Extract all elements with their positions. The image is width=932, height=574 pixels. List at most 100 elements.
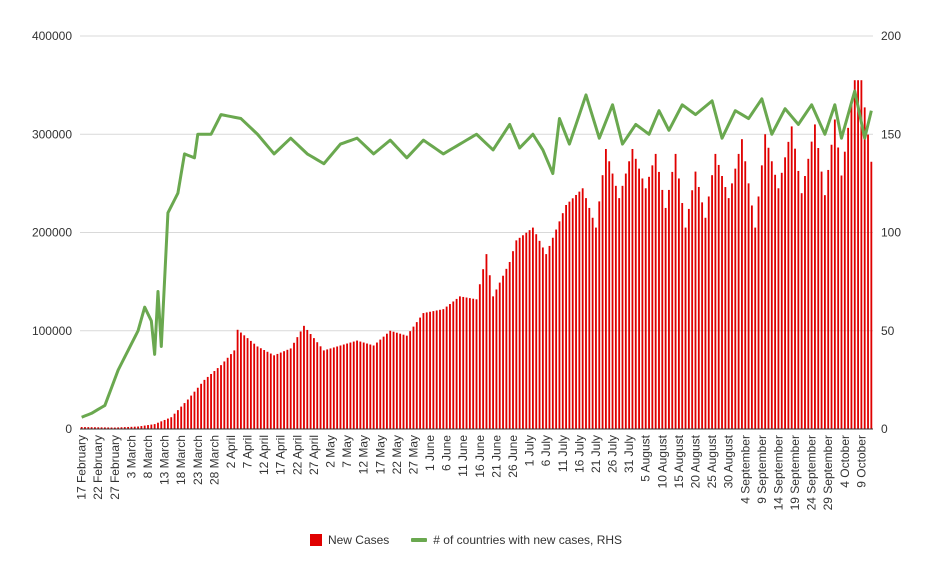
new-cases-bar [558,221,561,429]
new-cases-bar [482,269,485,429]
new-cases-bar [691,190,694,429]
axes: 0 100000 200000 300000 400000 0 50 100 150 200 17 … [32,29,901,510]
new-cases-bar [342,344,345,429]
new-cases-bar [608,161,611,430]
legend-label-countries: # of countries with new cases, RHS [433,533,623,547]
new-cases-bar [870,161,873,429]
legend: New Cases # of countries with new cases,… [0,530,932,550]
new-cases-bar [120,427,123,429]
new-cases-bar [714,153,717,429]
new-cases-bar [588,207,591,429]
new-cases-bar [100,427,103,429]
new-cases-bar [352,341,355,429]
x-tick-label: 6 June [440,435,454,471]
new-cases-bar [770,161,773,430]
new-cases-bar [346,343,349,429]
new-cases-bar [628,161,631,430]
new-cases-bar [512,251,514,429]
new-cases-bar [651,165,654,430]
new-cases-bar [541,247,544,429]
new-cases-bar [744,161,747,430]
new-cases-bar [518,237,521,429]
new-cases-bar [246,338,249,429]
x-tick-label: 22 April [290,435,304,475]
x-tick-label: 30 August [722,434,736,488]
new-cases-bar [747,183,750,429]
new-cases-bar [376,342,378,429]
new-cases-bar [123,427,126,429]
new-cases-bar [362,342,365,429]
new-cases-bar [402,334,405,429]
new-cases-bar [784,157,786,429]
new-cases-bar [399,333,402,429]
new-cases-bar [717,164,720,429]
new-cases-bar [465,297,468,429]
new-cases-bar [243,335,246,429]
new-cases-bar [167,418,169,429]
new-cases-bar [634,158,637,429]
new-cases-bar [286,349,289,429]
new-cases-bar [395,332,398,429]
new-cases-bar [581,188,584,429]
x-tick-label: 17 April [274,435,288,475]
new-cases-bar [366,343,368,429]
new-cases-bar [528,230,531,429]
new-cases-bar [807,158,810,429]
y-right-tick-label: 0 [881,422,888,436]
new-cases-bar [568,201,571,429]
x-tick-label: 4 September [738,435,752,504]
new-cases-bar [737,153,740,429]
new-cases-bar [336,346,339,429]
new-cases-bar [578,191,581,429]
y-right-tick-label: 100 [881,226,901,240]
new-cases-bar [741,139,743,429]
legend-item-new-cases: New Cases [309,533,389,547]
new-cases-bar [435,310,438,429]
new-cases-bar [133,426,136,429]
x-tick-label: 29 September [821,435,835,510]
new-cases-bar [767,147,770,429]
new-cases-bar [604,148,607,430]
new-cases-bar [654,153,657,429]
x-tick-label: 12 May [357,435,371,474]
new-cases-bar [216,368,219,429]
new-cases-bar [661,189,664,429]
new-cases-bar [498,282,501,429]
new-cases-bar [641,178,644,429]
x-tick-label: 7 May [340,435,354,468]
x-tick-label: 21 June [489,435,503,478]
new-cases-bar [196,387,199,429]
new-cases-bar [475,299,478,429]
new-cases-bar [356,340,358,429]
y-right-tick-label: 200 [881,29,901,43]
new-cases-bar [508,261,511,429]
new-cases-bar [538,240,541,429]
new-cases-bar [505,268,508,429]
new-cases-bar [230,354,232,429]
new-cases-bar [303,325,305,429]
new-cases-bar [797,170,800,429]
new-cases-bar [84,427,86,429]
new-cases-bar [585,198,587,429]
new-cases-bar [697,186,700,429]
x-tick-label: 16 July [572,435,586,473]
new-cases-bar [200,383,203,429]
new-cases-bar [87,427,90,429]
new-cases-bar [329,348,332,429]
new-cases-bar [624,173,627,429]
new-cases-bar [415,322,418,429]
new-cases-bar [750,205,753,429]
new-cases-bar [392,331,395,429]
new-cases-bar [817,148,820,429]
new-cases-bar [256,346,259,429]
new-cases-bar [701,202,704,429]
new-cases-bar [551,237,554,429]
new-cases-bar [293,342,295,429]
new-cases-bar [386,333,388,429]
new-cases-bar [694,171,697,429]
new-cases-bar [127,426,130,429]
new-cases-bar [843,151,846,429]
new-cases-bar [485,254,488,429]
new-cases-bar [405,335,408,429]
new-cases-bar [764,134,767,429]
